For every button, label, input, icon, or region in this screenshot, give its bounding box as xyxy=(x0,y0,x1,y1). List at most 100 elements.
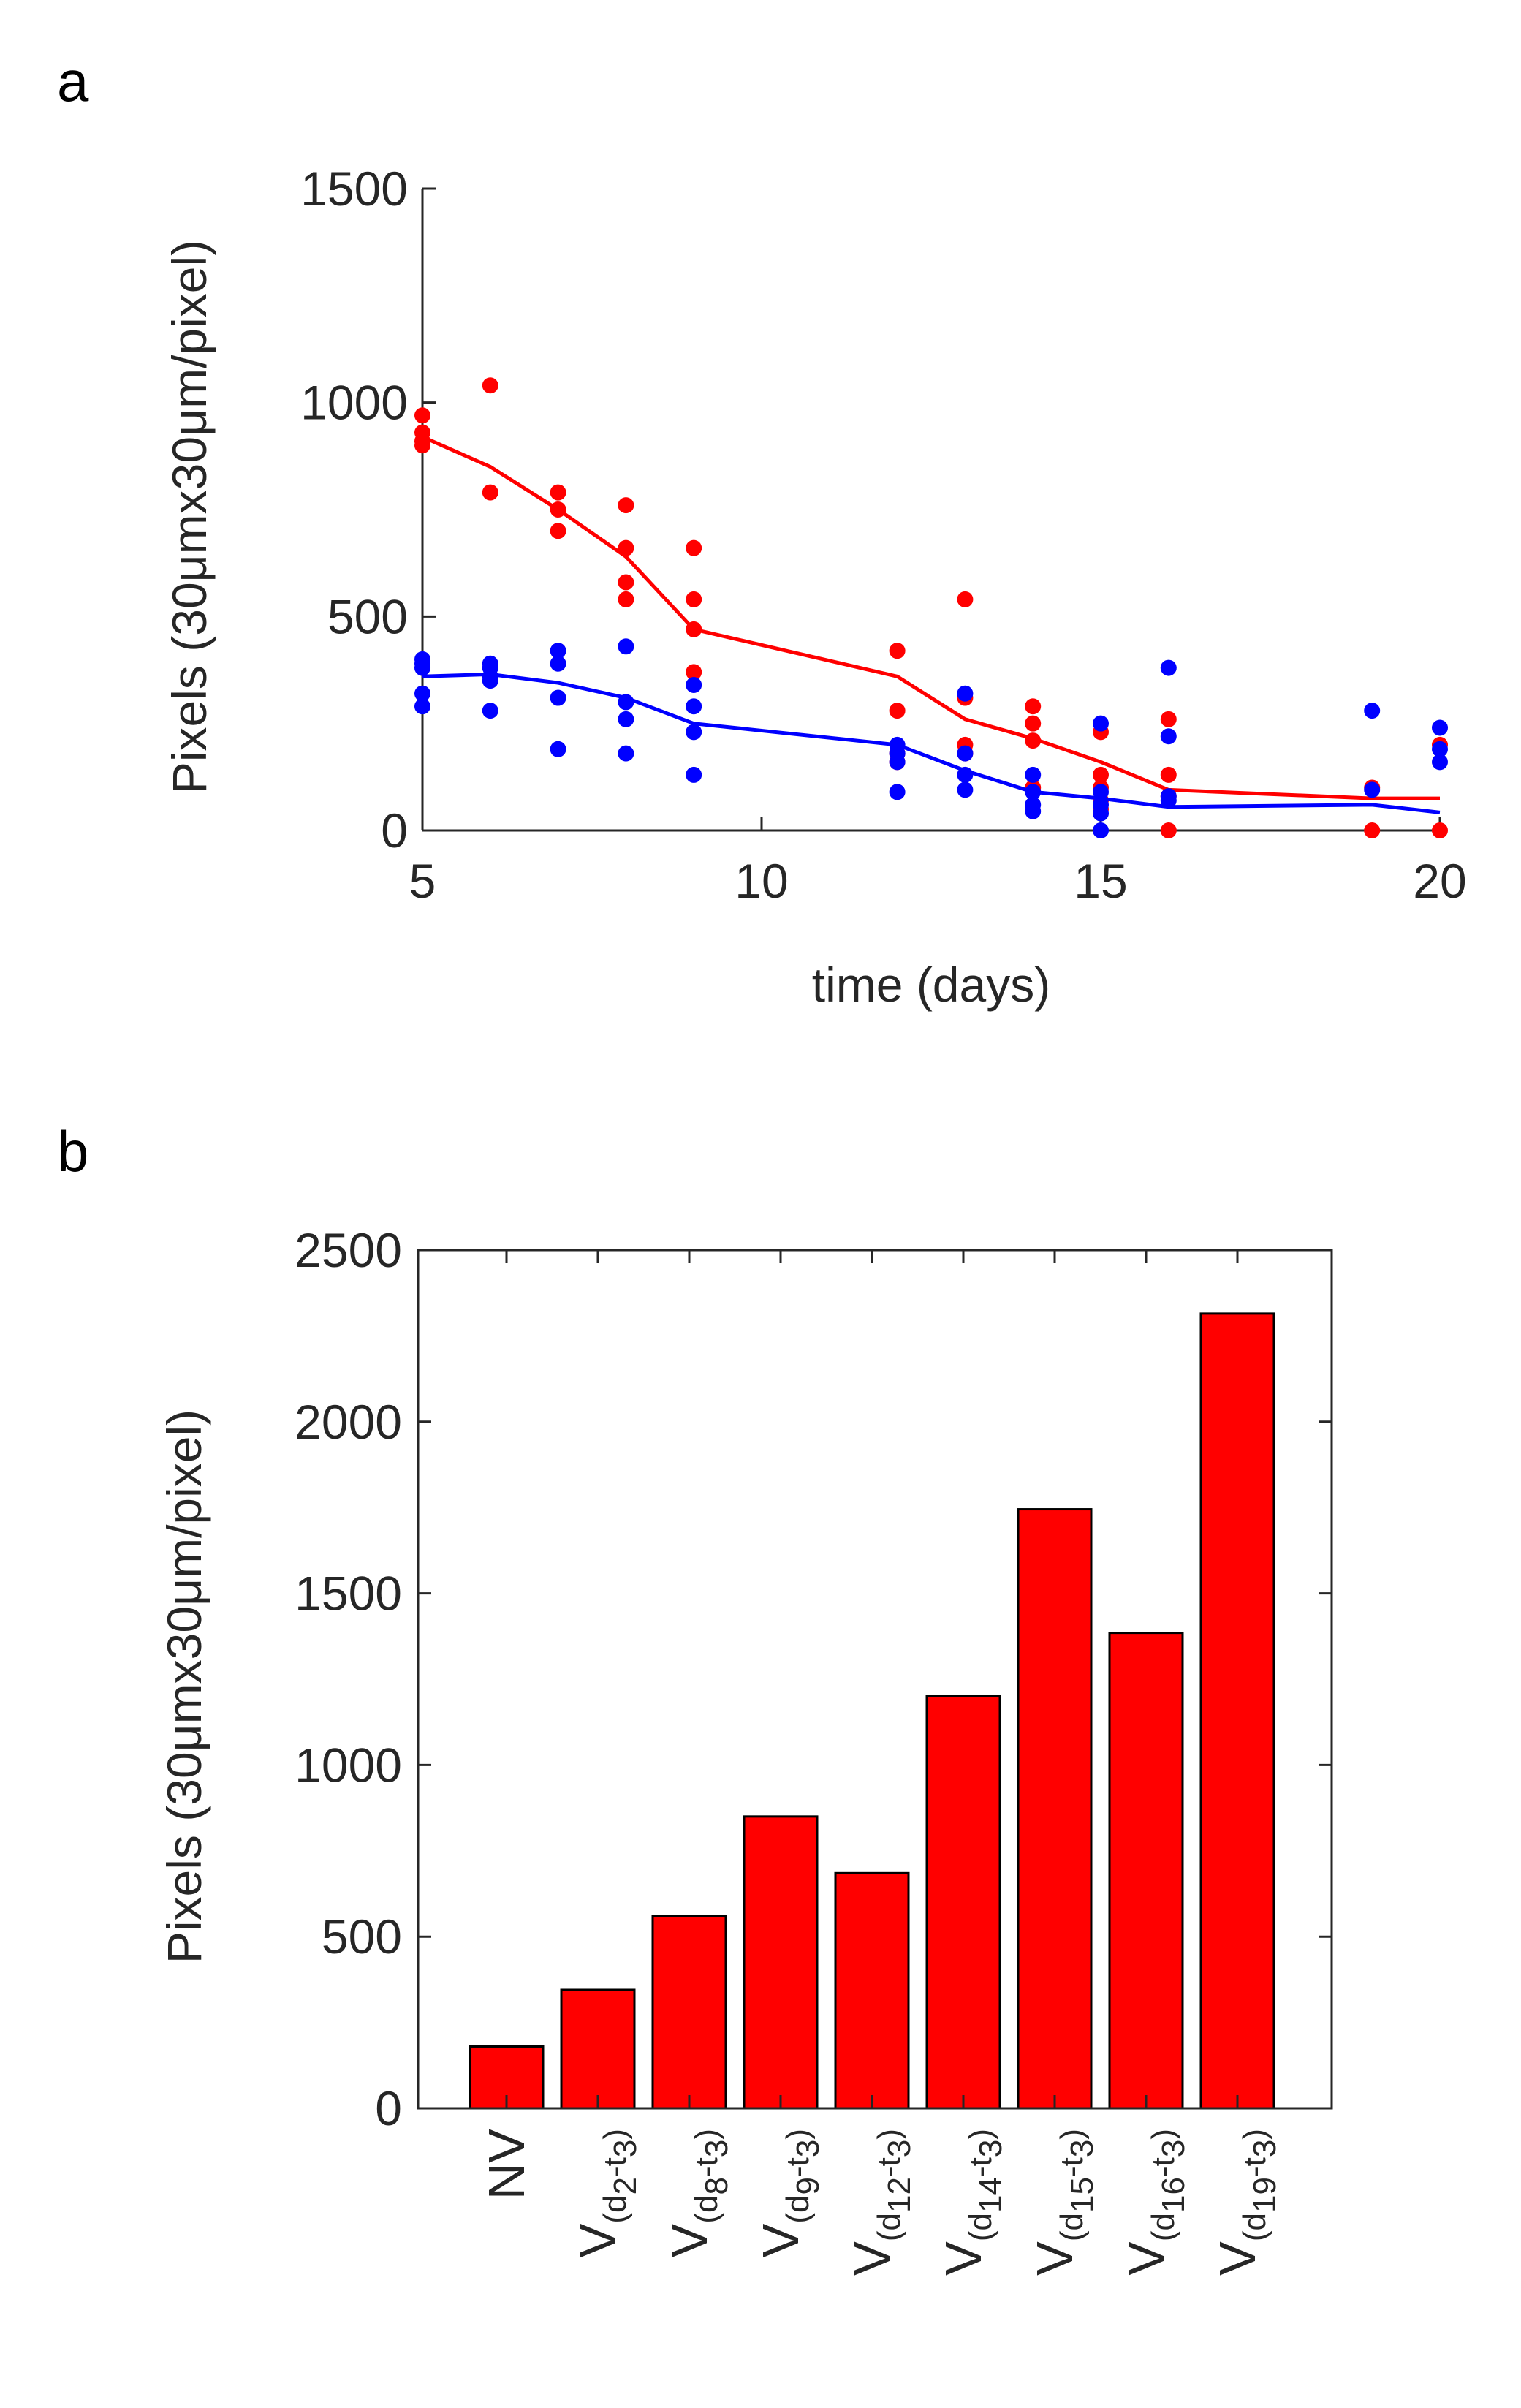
category-label-sub3: 3 xyxy=(607,2140,643,2157)
blue-data-point xyxy=(957,745,974,762)
category-label-main: V xyxy=(935,2241,992,2276)
bar xyxy=(651,1915,727,2110)
category-label-close: ) xyxy=(963,2129,998,2140)
blue-data-point xyxy=(550,689,566,706)
blue-data-point xyxy=(686,676,702,693)
category-label-close: ) xyxy=(871,2129,907,2140)
red-data-point xyxy=(686,539,702,556)
bar xyxy=(1199,1312,1275,2110)
category-label-sub1: (d xyxy=(780,2195,816,2224)
category-label-mid: -t xyxy=(689,2157,724,2177)
x-category-label: V(d2-t3) xyxy=(569,2129,643,2257)
red-data-point xyxy=(1025,698,1042,715)
category-label-close: ) xyxy=(1054,2129,1090,2140)
blue-data-point xyxy=(1025,766,1042,783)
blue-data-point xyxy=(1160,728,1177,745)
category-label-main: V xyxy=(661,2223,718,2257)
blue-data-point xyxy=(414,698,430,715)
x-axis-label: time (days) xyxy=(812,958,1050,1012)
category-label-mid: -t xyxy=(1054,2157,1090,2177)
x-tick-label: 15 xyxy=(1074,854,1127,908)
red-data-point xyxy=(414,407,430,424)
x-tick-label: 10 xyxy=(735,854,788,908)
red-data-point xyxy=(550,484,566,501)
category-label-close: ) xyxy=(1145,2129,1181,2140)
category-label-sub3: 3 xyxy=(790,2140,826,2157)
blue-data-point xyxy=(414,685,430,702)
category-label-mid: -t xyxy=(780,2157,816,2177)
bar xyxy=(925,1695,1001,2110)
category-label-sub3: 3 xyxy=(1064,2140,1100,2157)
category-label-sub1: (d xyxy=(1237,2213,1272,2241)
blue-data-point xyxy=(550,741,566,757)
blue-data-point xyxy=(618,745,634,762)
blue-data-point xyxy=(1160,659,1177,676)
red-data-point xyxy=(686,591,702,607)
red-data-point xyxy=(482,377,498,394)
category-label-mid: -t xyxy=(871,2157,907,2177)
x-tick-label: 20 xyxy=(1413,854,1466,908)
bar-chart-panel-b: 0 500 1000 1500 2000 2500 Pixels (30μmx30μm/pi… xyxy=(157,1223,1333,2276)
blue-data-point xyxy=(414,659,430,676)
red-data-point xyxy=(618,574,634,591)
blue-data-point xyxy=(1432,719,1448,736)
red-data-point xyxy=(1025,732,1042,749)
red-data-point xyxy=(482,484,498,501)
category-label-main: V xyxy=(569,2223,626,2257)
category-label-main: V xyxy=(1209,2241,1266,2276)
blue-data-point xyxy=(1432,741,1448,757)
red-data-point xyxy=(618,591,634,607)
blue-data-point xyxy=(1364,703,1381,719)
y-tick-label: 1500 xyxy=(300,162,408,216)
category-label-sub1: (d xyxy=(689,2195,724,2224)
blue-data-point xyxy=(889,754,906,771)
x-category-label: V(d8-t3) xyxy=(661,2129,735,2257)
blue-data-point xyxy=(957,685,974,702)
y-tick-label: 2500 xyxy=(295,1223,402,1277)
x-tick-label: 5 xyxy=(409,854,436,908)
plot-box xyxy=(417,1249,1333,2110)
red-data-point xyxy=(550,501,566,518)
red-data-point xyxy=(889,643,906,659)
category-label-close: ) xyxy=(780,2129,816,2140)
category-label-mid: -t xyxy=(1237,2157,1272,2177)
x-category-label: V(d15-t3) xyxy=(1026,2129,1100,2276)
panel-a-letter: a xyxy=(57,49,89,113)
category-label-mid: -t xyxy=(597,2157,633,2177)
y-tick-label: 2000 xyxy=(295,1395,402,1449)
category-label-mid: -t xyxy=(963,2157,998,2177)
blue-data-point xyxy=(1364,781,1381,798)
blue-data-point xyxy=(1093,805,1109,822)
y-tick-label: 500 xyxy=(322,1909,402,1964)
x-category-label: V(d12-t3) xyxy=(843,2129,917,2276)
category-label-sub3: 3 xyxy=(973,2140,1009,2157)
red-data-point xyxy=(957,591,974,607)
y-tick-label: 1000 xyxy=(295,1738,402,1792)
blue-data-point xyxy=(1025,803,1042,819)
blue-data-point xyxy=(1093,822,1109,838)
red-data-point xyxy=(1160,822,1177,838)
category-label-mid: -t xyxy=(1145,2157,1181,2177)
category-label-sub2: 9 xyxy=(790,2177,826,2195)
red-data-point xyxy=(1025,715,1042,732)
category-label-sub3: 3 xyxy=(1156,2140,1191,2157)
scatter-chart-panel-a: 5 10 15 20 0 500 1000 1500 time (days) Pixels (30… xyxy=(162,162,1467,1012)
x-category-label: V(d19-t3) xyxy=(1209,2129,1283,2276)
category-label-close: ) xyxy=(1237,2129,1272,2140)
blue-data-point xyxy=(1093,715,1109,732)
category-label-main: NV xyxy=(478,2129,535,2200)
category-label-sub2: 16 xyxy=(1156,2177,1191,2213)
category-label-main: V xyxy=(752,2223,809,2257)
category-label-sub1: (d xyxy=(963,2213,998,2241)
red-data-point xyxy=(889,703,906,719)
blue-data-point xyxy=(957,766,974,783)
category-label-sub2: 19 xyxy=(1247,2177,1283,2213)
category-label-sub2: 15 xyxy=(1064,2177,1100,2213)
y-tick-label: 1000 xyxy=(300,376,408,430)
x-category-label: V(d16-t3) xyxy=(1118,2129,1191,2276)
blue-data-point xyxy=(686,724,702,741)
category-label-sub2: 8 xyxy=(699,2177,735,2195)
category-label-sub2: 2 xyxy=(607,2177,643,2195)
category-label-close: ) xyxy=(689,2129,724,2140)
